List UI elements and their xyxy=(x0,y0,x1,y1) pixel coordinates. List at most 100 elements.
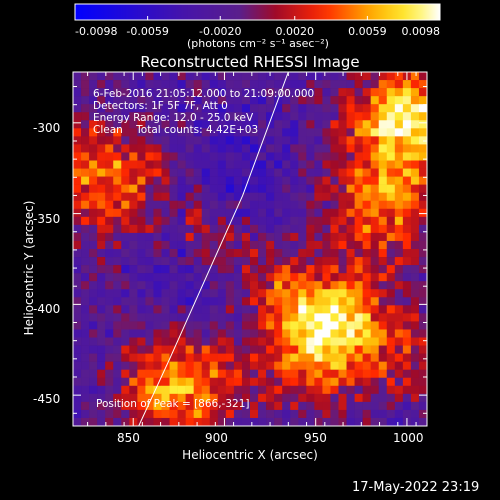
heatmap-cell xyxy=(274,297,283,306)
heatmap-cell xyxy=(129,393,138,403)
info-detectors: Detectors: 1F 5F 7F, Att 0 xyxy=(93,100,228,112)
heatmap-cell xyxy=(233,249,243,258)
heatmap-cell xyxy=(137,257,146,266)
heatmap-cell xyxy=(177,144,186,153)
heatmap-cell xyxy=(201,88,211,97)
heatmap-cell xyxy=(386,200,396,210)
heatmap-cell xyxy=(322,184,331,193)
heatmap-cell xyxy=(145,176,154,185)
heatmap-cell xyxy=(97,208,106,218)
heatmap-cell xyxy=(282,152,291,161)
heatmap-cell xyxy=(306,216,315,226)
heatmap-cell xyxy=(217,345,227,354)
heatmap-cell xyxy=(274,361,283,370)
heatmap-cell xyxy=(241,281,251,290)
heatmap-cell xyxy=(362,88,371,97)
heatmap-cell xyxy=(410,353,420,362)
heatmap-cell xyxy=(314,369,323,379)
heatmap-cell xyxy=(322,329,331,338)
heatmap-cell xyxy=(306,345,315,354)
heatmap-cell xyxy=(266,265,275,274)
heatmap-cell xyxy=(201,216,211,226)
heatmap-cell xyxy=(153,409,162,419)
heatmap-cell xyxy=(89,345,98,354)
heatmap-cell xyxy=(105,385,114,395)
heatmap-cell xyxy=(169,281,178,290)
heatmap-cell xyxy=(298,281,307,290)
heatmap-cell xyxy=(97,257,106,266)
heatmap-cell xyxy=(330,208,339,218)
heatmap-cell xyxy=(322,160,331,169)
heatmap-cell xyxy=(314,104,323,113)
heatmap-cell xyxy=(177,168,186,177)
heatmap-cell xyxy=(193,417,203,427)
heatmap-cell xyxy=(370,152,380,161)
heatmap-cell xyxy=(193,409,203,419)
heatmap-cell xyxy=(97,104,106,113)
heatmap-cell xyxy=(97,273,106,282)
heatmap-cell xyxy=(89,192,98,202)
heatmap-cell xyxy=(209,240,219,250)
heatmap-cell xyxy=(338,257,347,266)
heatmap-cell xyxy=(105,369,114,379)
heatmap-cell xyxy=(298,152,307,161)
heatmap-cell xyxy=(370,353,380,362)
heatmap-cell xyxy=(97,112,106,121)
heatmap-cell xyxy=(233,305,243,314)
heatmap-cell xyxy=(306,401,315,411)
heatmap-cell xyxy=(250,353,259,362)
heatmap-cell xyxy=(113,353,122,362)
heatmap-cell xyxy=(402,393,412,403)
heatmap-cell xyxy=(394,176,404,185)
heatmap-cell xyxy=(145,377,154,387)
heatmap-cell xyxy=(145,88,154,97)
heatmap-cell xyxy=(282,329,291,338)
heatmap-cell xyxy=(145,168,154,177)
heatmap-cell xyxy=(129,240,138,250)
heatmap-cell xyxy=(402,345,412,354)
heatmap-cell xyxy=(89,417,98,427)
heatmap-cell xyxy=(386,329,396,338)
heatmap-cell xyxy=(322,144,331,153)
heatmap-cell xyxy=(378,184,388,193)
heatmap-cell xyxy=(258,120,267,129)
heatmap-cell xyxy=(330,120,339,129)
heatmap-cell xyxy=(81,305,90,314)
heatmap-cell xyxy=(386,208,396,218)
heatmap-cell xyxy=(346,168,355,177)
heatmap-cell xyxy=(233,152,243,161)
heatmap-cell xyxy=(201,120,211,129)
heatmap-cell xyxy=(185,337,194,346)
heatmap-cell xyxy=(105,257,114,266)
heatmap-cell xyxy=(338,208,347,218)
heatmap-cell xyxy=(370,313,380,322)
heatmap-cell xyxy=(354,409,363,419)
heatmap-cell xyxy=(402,321,412,330)
heatmap-cell xyxy=(241,160,251,169)
heatmap-cell xyxy=(354,265,363,274)
heatmap-cell xyxy=(346,361,355,370)
heatmap-cell xyxy=(201,329,211,338)
heatmap-cell xyxy=(346,200,355,210)
heatmap-cell xyxy=(97,361,106,370)
heatmap-cell xyxy=(193,257,203,266)
heatmap-cell xyxy=(193,112,203,121)
heatmap-cell xyxy=(418,297,428,306)
heatmap-cell xyxy=(209,192,219,202)
colorbar-tick-label: 0.0020 xyxy=(275,25,314,38)
heatmap-cell xyxy=(185,401,194,411)
heatmap-cell xyxy=(145,329,154,338)
heatmap-cell xyxy=(330,273,339,282)
heatmap-cell xyxy=(185,104,194,113)
heatmap-cell xyxy=(201,168,211,177)
heatmap-cell xyxy=(153,112,162,121)
heatmap-cell xyxy=(241,144,251,153)
heatmap-cell xyxy=(322,136,331,145)
heatmap-cell xyxy=(177,409,186,419)
heatmap-cell xyxy=(250,385,259,395)
heatmap-cell xyxy=(81,120,90,129)
heatmap-cell xyxy=(250,240,259,250)
heatmap-cell xyxy=(394,401,404,411)
heatmap-cell xyxy=(418,160,428,169)
heatmap-cell xyxy=(105,273,114,282)
